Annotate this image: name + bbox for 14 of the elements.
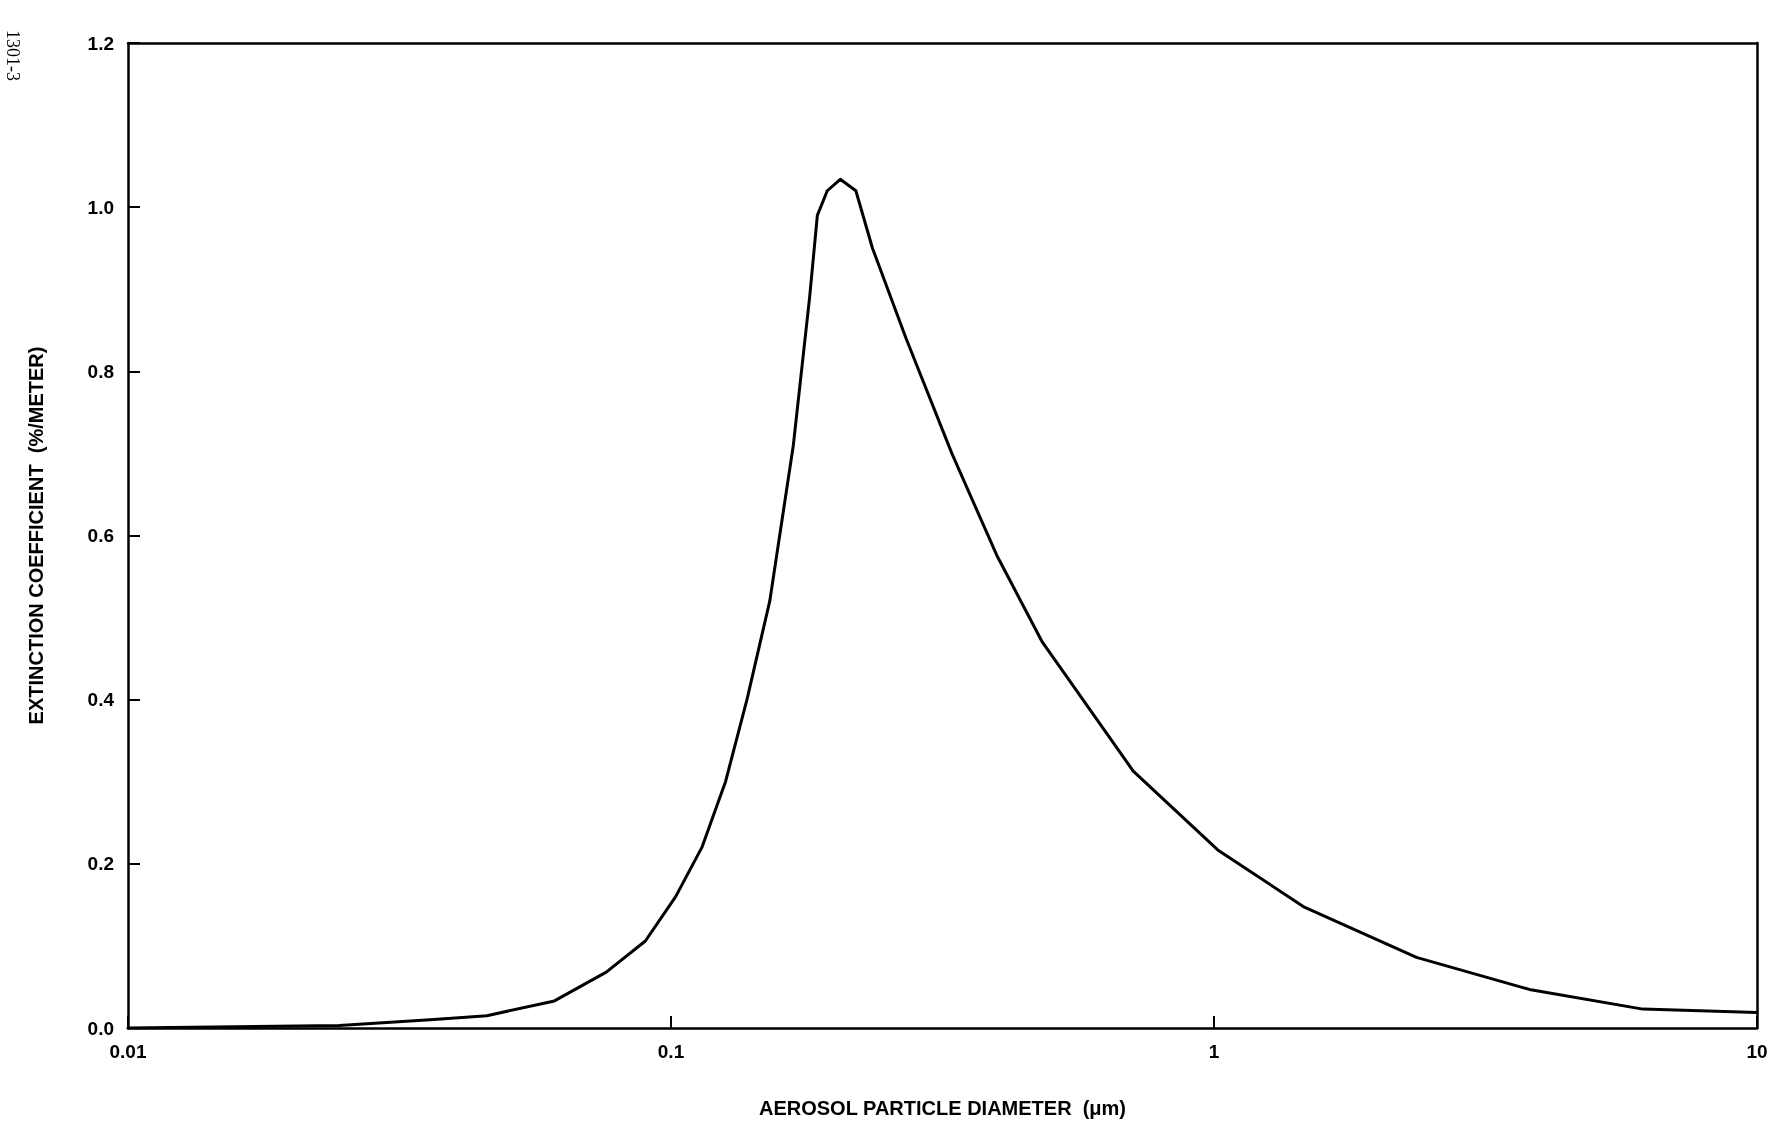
y-tick-label: 0.4 [87, 689, 115, 711]
y-tick-label: 1.2 [87, 32, 114, 54]
y-tick-label: 0.2 [87, 853, 114, 875]
y-axis-title: EXTINCTION COEFFICIENT (%/METER) [25, 346, 47, 725]
x-tick-label: 0.1 [657, 1041, 685, 1062]
y-tick-label: 0.6 [87, 525, 114, 546]
x-axis-title: AEROSOL PARTICLE DIAMETER (μm) [758, 1097, 1127, 1119]
x-tick-label: 10 [1746, 1041, 1768, 1062]
x-tick-label: 0.01 [109, 1041, 147, 1062]
y-tick-label: 0.0 [87, 1017, 114, 1039]
y-tick-label: 1.0 [87, 196, 114, 218]
y-tick-label: 0.8 [87, 360, 114, 382]
text: 1301-3 [3, 30, 23, 81]
x-tick-label: 1 [1208, 1041, 1220, 1062]
